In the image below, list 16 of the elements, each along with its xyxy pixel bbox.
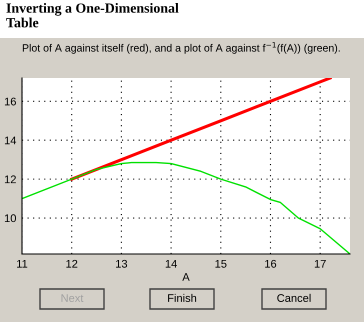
x-tick-label: 14: [166, 260, 177, 268]
x-tick-label: 17: [314, 260, 326, 268]
y-tick-label: 12: [4, 175, 16, 184]
y-tick-label: 16: [4, 98, 16, 106]
y-tick-label: 10: [4, 214, 16, 222]
text: Finish: [168, 294, 196, 302]
x-tick-label: 12: [66, 260, 78, 268]
x-tick-label: 11: [17, 260, 28, 268]
x-tick-label: 13: [116, 260, 128, 268]
x-axis-title: A: [182, 273, 190, 281]
x-tick-label: 15: [215, 260, 226, 268]
chart-subtitle: Plot of A against itself (red), and a plot of A against f$^{−1}$(f(A)) (green).: [22, 42, 340, 54]
text: Cancel: [277, 294, 311, 302]
y-tick-label: 14: [4, 136, 16, 144]
x-tick-label: 16: [265, 260, 276, 268]
chart-title: Inverting a One-Dimensional Table: [6, 3, 179, 28]
